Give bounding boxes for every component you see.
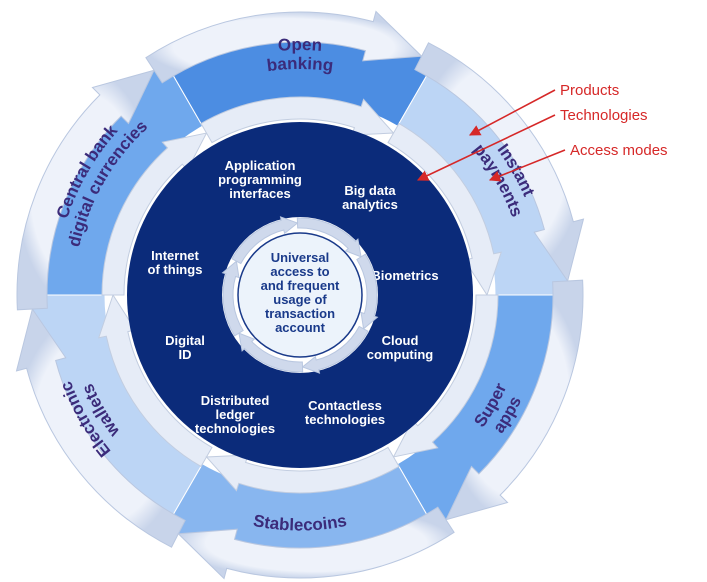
tech-label-iot: Internetof things	[148, 248, 203, 277]
legend-label-products: Products	[560, 82, 619, 99]
tech-label-bigdata: Big dataanalytics	[342, 183, 398, 212]
diagram-root: ElectronicwalletsCentral bankdigital cur…	[0, 0, 707, 582]
legend-label-technologies: Technologies	[560, 107, 648, 124]
tech-label-api: Applicationprogramminginterfaces	[218, 158, 302, 201]
outer-label-open: Open	[277, 35, 322, 55]
legend-label-access: Access modes	[570, 142, 668, 159]
tech-label-bio: Biometrics	[371, 268, 438, 283]
outer-label-open: banking	[266, 54, 335, 75]
tech-label-contact: Contactlesstechnologies	[305, 398, 385, 427]
